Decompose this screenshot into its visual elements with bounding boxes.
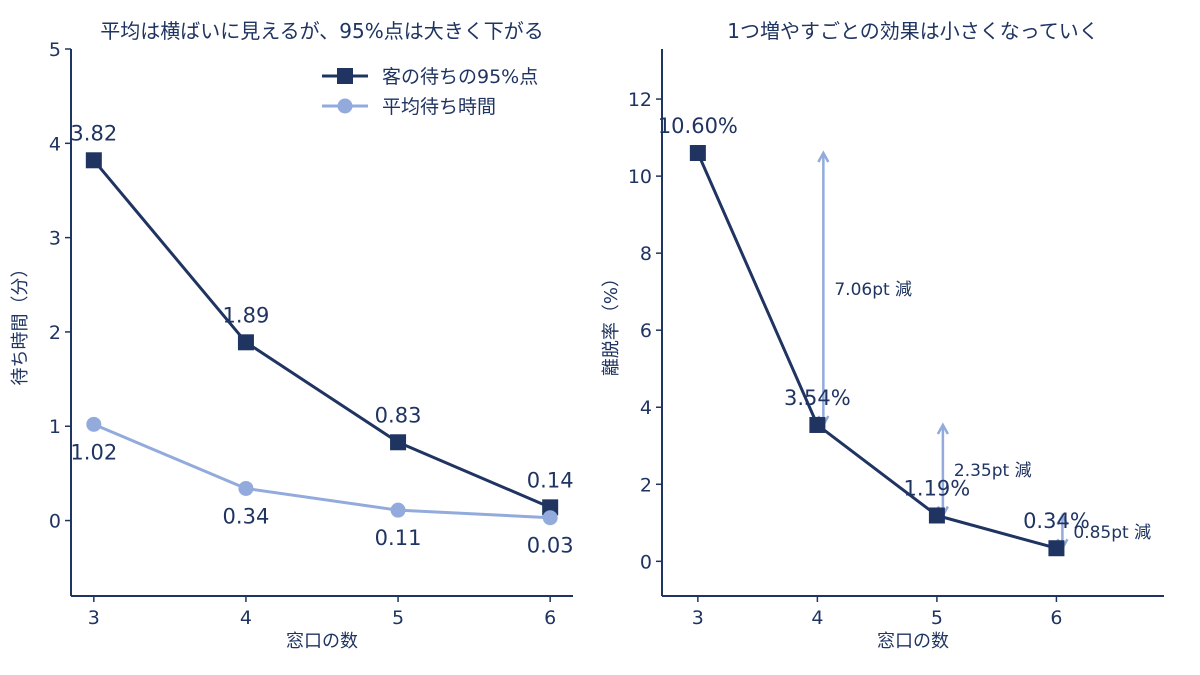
x-tick-label: 4 bbox=[240, 607, 252, 629]
legend-item: 客の待ちの95%点 bbox=[322, 66, 538, 88]
x-tick-label: 3 bbox=[692, 607, 704, 629]
x-tick-label: 3 bbox=[88, 607, 100, 629]
legend-swatch-marker bbox=[337, 68, 353, 84]
y-tick-label: 1 bbox=[49, 416, 61, 438]
data-point bbox=[542, 499, 559, 516]
y-axis-label: 待ち時間（分） bbox=[10, 260, 31, 386]
legend-swatch-marker bbox=[337, 98, 353, 114]
y-tick-label: 5 bbox=[49, 39, 61, 61]
data-point bbox=[542, 510, 558, 526]
series-line bbox=[92, 159, 551, 509]
legend-label: 客の待ちの95%点 bbox=[382, 66, 538, 88]
reduction-annotation: 2.35pt 減 bbox=[936, 422, 1032, 519]
annotation-arrow-head-top bbox=[817, 150, 830, 163]
legend-label: 平均待ち時間 bbox=[382, 96, 496, 118]
annotation-label: 7.06pt 減 bbox=[834, 280, 912, 300]
data-label: 1.02 bbox=[70, 440, 117, 464]
y-tick-label: 4 bbox=[640, 397, 652, 419]
y-tick-label: 10 bbox=[628, 166, 652, 188]
y-tick-label: 4 bbox=[49, 133, 61, 155]
data-point bbox=[390, 434, 407, 451]
x-tick-label: 5 bbox=[392, 607, 404, 629]
legend-item: 平均待ち時間 bbox=[322, 96, 496, 118]
data-point bbox=[85, 152, 102, 169]
y-tick-label: 8 bbox=[640, 243, 652, 265]
y-tick-label: 12 bbox=[628, 89, 652, 111]
annotation-label: 2.35pt 減 bbox=[954, 461, 1032, 481]
x-tick-label: 6 bbox=[544, 607, 556, 629]
data-label: 3.54% bbox=[784, 386, 851, 410]
x-tick-label: 4 bbox=[811, 607, 823, 629]
series-0: 10.60% 3.54% 1.19% 0.34% bbox=[658, 114, 1090, 557]
series-0: 3.82 1.89 0.83 0.14 bbox=[70, 121, 574, 516]
y-tick-label: 0 bbox=[640, 551, 652, 573]
chart-title: 平均は横ばいに見えるが、95%点は大きく下がる bbox=[100, 19, 543, 43]
chart-title: 1つ増やすごとの効果は小さくなっていく bbox=[727, 19, 1099, 43]
data-label: 1.89 bbox=[223, 303, 270, 327]
data-label: 0.03 bbox=[527, 534, 574, 558]
data-label: 0.34% bbox=[1023, 509, 1090, 533]
y-tick-label: 6 bbox=[640, 320, 652, 342]
x-tick-label: 6 bbox=[1050, 607, 1062, 629]
series-1: 1.02 0.34 0.11 0.03 bbox=[70, 416, 574, 558]
data-label: 0.83 bbox=[375, 403, 422, 427]
data-label: 1.19% bbox=[904, 476, 971, 500]
data-point bbox=[928, 507, 945, 524]
series-line bbox=[93, 422, 551, 520]
y-tick-label: 3 bbox=[49, 228, 61, 250]
data-label: 10.60% bbox=[658, 114, 738, 138]
data-point bbox=[809, 416, 826, 433]
data-label: 0.14 bbox=[527, 468, 574, 492]
data-point bbox=[237, 334, 254, 351]
y-tick-label: 2 bbox=[640, 474, 652, 496]
y-tick-label: 0 bbox=[49, 511, 61, 533]
data-point bbox=[689, 145, 706, 162]
y-tick-label: 2 bbox=[49, 322, 61, 344]
x-tick-label: 5 bbox=[931, 607, 943, 629]
data-label: 0.34 bbox=[223, 504, 270, 528]
reduction-annotation: 7.06pt 減 bbox=[817, 150, 912, 428]
series-line bbox=[696, 152, 1057, 550]
annotation-arrow-head-top bbox=[1056, 512, 1069, 526]
right-chart-panel: 1つ増やすごとの効果は小さくなっていく 0 2 4 6 8 10 12 3 4 5 6 窓口の数 離脱率（… bbox=[601, 19, 1164, 652]
data-point bbox=[1048, 540, 1065, 557]
data-label: 0.11 bbox=[375, 526, 422, 550]
data-point bbox=[86, 416, 102, 432]
data-label: 3.82 bbox=[70, 121, 117, 145]
annotation-arrow-head-top bbox=[936, 422, 949, 435]
y-axis-label: 離脱率（%） bbox=[601, 269, 622, 376]
data-point bbox=[390, 502, 406, 518]
annotation-label: 0.85pt 減 bbox=[1073, 523, 1151, 543]
x-axis-label: 窓口の数 bbox=[286, 631, 358, 652]
data-point bbox=[238, 480, 254, 496]
left-chart-panel: 平均は横ばいに見えるが、95%点は大きく下がる 0 1 2 3 4 5 3 4 5 6 窓口の数 待ち時… bbox=[10, 19, 574, 652]
x-axis-label: 窓口の数 bbox=[877, 631, 949, 652]
